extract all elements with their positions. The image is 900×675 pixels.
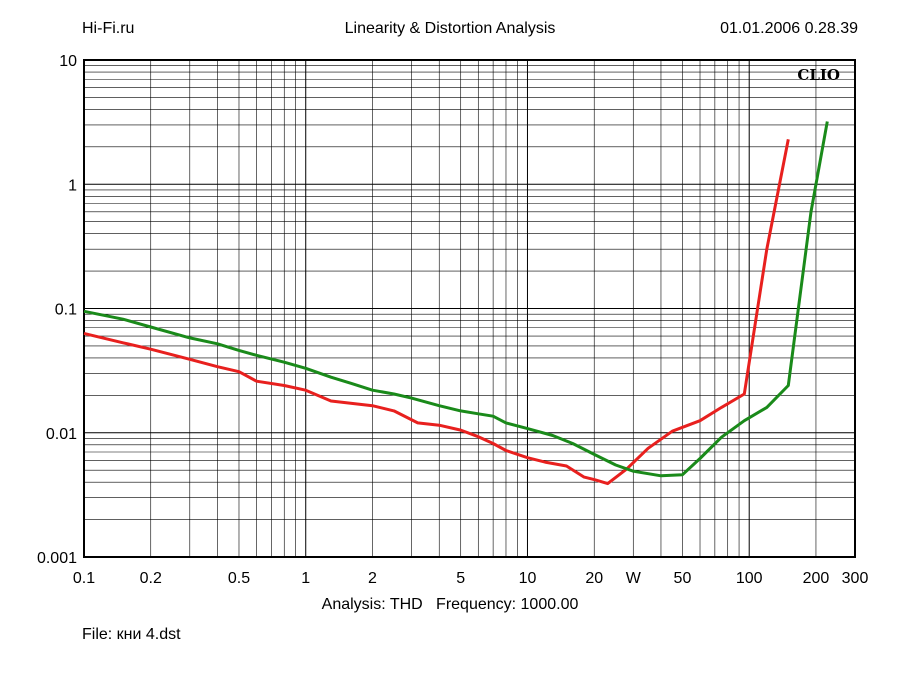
x-tick-label: 20 [585,570,603,587]
tick-labels: 0.1 0.2 0.5 1 2 5 10 20 W 50 100 200 300 10 1 0.1 0.01 0.… [37,53,868,587]
x-tick-label: 0.2 [140,570,162,587]
y-tick-label: 0.001 [37,550,77,567]
x-tick-label: 100 [736,570,763,587]
clio-brand-label: CLIO [797,66,840,84]
x-tick-label: 50 [674,570,692,587]
x-tick-label: 2 [368,570,377,587]
x-tick-label: 200 [803,570,830,587]
x-tick-label: 1 [301,570,310,587]
y-tick-label: 10 [59,53,77,70]
y-tick-label: 0.1 [55,302,77,319]
chart-title: Linearity & Distortion Analysis [344,20,556,37]
x-tick-label: W [626,570,642,587]
x-tick-label: 0.5 [228,570,250,587]
header-site-label: Hi-Fi.ru [82,20,135,37]
series-line-2 [83,121,829,478]
series-line-1 [83,139,790,486]
plot-grid [83,60,856,558]
plot-frame [83,59,856,558]
timestamp: 01.01.2006 0.28.39 [720,20,858,37]
x-tick-label: 300 [842,570,869,587]
file-name: File: кни 4.dst [82,626,181,643]
series-layer [83,121,829,486]
analysis-caption: Analysis: THD Frequency: 1000.00 [321,596,579,613]
y-tick-label: 1 [68,177,77,194]
x-tick-label: 10 [519,570,537,587]
x-tick-label: 0.1 [73,570,95,587]
x-tick-label: 5 [456,570,465,587]
y-tick-label: 0.01 [46,426,77,443]
